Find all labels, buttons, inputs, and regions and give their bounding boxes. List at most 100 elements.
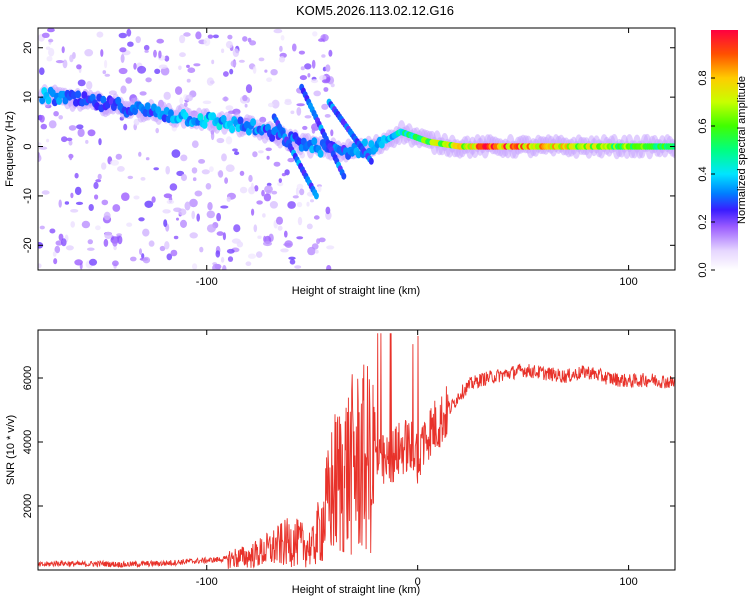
noise-speckle	[183, 32, 191, 37]
noise-speckle	[258, 150, 264, 154]
noise-speckle	[173, 207, 182, 213]
noise-speckle	[221, 153, 227, 162]
noise-speckle	[64, 201, 70, 205]
noise-speckle	[300, 66, 305, 71]
noise-speckle	[202, 100, 212, 105]
snr-series-line	[38, 333, 675, 569]
noise-speckle	[98, 138, 102, 146]
noise-speckle	[74, 172, 79, 179]
spectrogram-xlabel: Height of straight line (km)	[292, 285, 420, 297]
noise-speckle	[119, 47, 127, 53]
noise-speckle	[86, 80, 93, 90]
spectrogram-ytick-label: -10	[22, 188, 34, 204]
noise-speckle	[220, 256, 225, 263]
noise-speckle	[299, 188, 305, 196]
noise-speckle	[224, 177, 229, 184]
noise-speckle	[284, 100, 292, 106]
noise-speckle	[266, 182, 272, 187]
noise-speckle	[55, 60, 64, 64]
noise-speckle	[179, 97, 184, 105]
noise-speckle	[95, 225, 101, 231]
noise-speckle	[178, 65, 182, 71]
noise-speckle	[310, 79, 319, 84]
noise-speckle	[191, 167, 198, 174]
noise-speckle	[75, 201, 84, 205]
noise-speckle	[225, 40, 233, 49]
ridge-point	[368, 140, 375, 149]
noise-speckle	[127, 175, 134, 180]
noise-speckle	[209, 80, 215, 84]
noise-speckle	[287, 201, 296, 209]
ridge-point	[39, 96, 46, 105]
noise-speckle	[38, 154, 42, 162]
noise-speckle	[292, 195, 299, 199]
noise-speckle	[206, 224, 216, 233]
noise-speckle	[100, 49, 104, 57]
noise-speckle	[130, 256, 137, 262]
noise-speckle	[85, 139, 89, 144]
noise-speckle	[330, 129, 334, 137]
noise-speckle	[66, 137, 73, 142]
noise-speckle	[87, 239, 94, 245]
noise-speckle	[104, 59, 108, 69]
noise-speckle	[121, 192, 130, 201]
noise-speckle	[264, 185, 273, 193]
noise-speckle	[53, 258, 58, 265]
noise-speckle	[248, 174, 253, 183]
noise-speckle	[229, 68, 234, 75]
noise-speckle	[184, 201, 191, 211]
noise-speckle	[58, 115, 63, 120]
noise-speckle	[250, 182, 254, 192]
noise-speckle	[271, 190, 278, 195]
noise-speckle	[87, 247, 95, 251]
noise-speckle	[169, 183, 178, 191]
noise-speckle	[307, 246, 316, 256]
colorbar-label: Normalized spectral amplitude	[736, 76, 748, 224]
noise-speckle	[206, 210, 215, 219]
colorbar: 0.0 0.2 0.4 0.6 0.8 Normalized spectral ampl…	[697, 30, 748, 278]
ridge-point	[361, 138, 368, 147]
noise-speckle	[211, 59, 215, 65]
noise-speckle	[173, 235, 179, 240]
noise-speckle	[48, 38, 54, 43]
noise-speckle	[135, 36, 141, 44]
noise-speckle	[69, 153, 73, 161]
ridge-point	[182, 111, 189, 120]
noise-speckle	[39, 225, 45, 230]
noise-speckle	[273, 161, 281, 167]
noise-speckle	[112, 238, 118, 247]
noise-speckle	[88, 258, 98, 266]
noise-speckle	[133, 62, 137, 70]
noise-speckle	[310, 199, 314, 203]
noise-speckle	[230, 60, 237, 67]
noise-speckle	[225, 164, 235, 172]
noise-speckle	[325, 64, 331, 72]
noise-speckle	[295, 187, 299, 196]
noise-speckle	[145, 77, 152, 83]
noise-speckle	[279, 45, 283, 52]
noise-speckle	[185, 94, 193, 102]
noise-speckle	[191, 210, 195, 220]
noise-speckle	[60, 136, 68, 143]
noise-speckle	[306, 201, 310, 207]
noise-speckle	[77, 128, 85, 137]
noise-speckle	[318, 237, 326, 243]
noise-speckle	[158, 50, 162, 59]
noise-speckle	[216, 212, 222, 222]
noise-speckle	[252, 151, 258, 158]
noise-speckle	[210, 131, 215, 141]
noise-speckle	[138, 217, 145, 222]
noise-speckle	[140, 177, 146, 181]
snr-ytick-label: 4000	[22, 430, 34, 454]
noise-speckle	[103, 211, 111, 221]
noise-speckle	[284, 240, 293, 248]
noise-speckle	[191, 140, 199, 148]
noise-speckle	[143, 44, 150, 51]
noise-speckle	[226, 196, 231, 202]
colorbar-tick-label: 0.4	[697, 166, 709, 181]
noise-speckle	[165, 165, 170, 175]
noise-speckle	[313, 90, 322, 97]
noise-speckle	[330, 83, 335, 88]
noise-speckle	[297, 216, 303, 226]
noise-speckle	[324, 114, 331, 118]
